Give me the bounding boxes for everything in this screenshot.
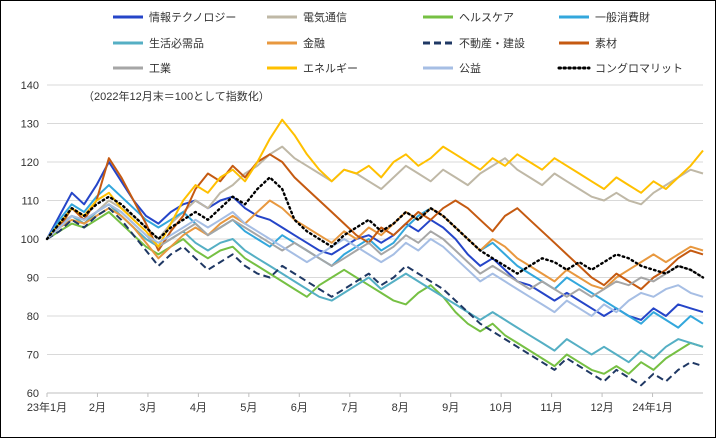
y-tick-label: 80 — [27, 311, 39, 323]
legend-label: 工業 — [149, 62, 171, 75]
x-tick-label: 3月 — [139, 402, 156, 414]
chart-subtitle: （2022年12月末＝100として指数化） — [83, 89, 270, 103]
legend-item: 素材 — [559, 36, 617, 50]
x-tick-label: 23年1月 — [27, 400, 67, 414]
series-line — [46, 199, 704, 291]
legend-item: 情報テクノロジー — [113, 11, 236, 24]
legend-label: 生活必需品 — [149, 36, 204, 50]
legend-label: 公益 — [459, 61, 481, 75]
series-line — [46, 161, 704, 321]
legend-item: ヘルスケア — [423, 11, 514, 24]
x-tick-label: 7月 — [341, 402, 358, 414]
x-tick-label: 6月 — [291, 402, 308, 414]
x-tick-label: 12月 — [590, 402, 613, 414]
y-tick-label: 90 — [27, 273, 39, 285]
legend-label: 金融 — [303, 36, 325, 50]
series-line — [46, 203, 704, 317]
y-tick-label: 100 — [21, 234, 39, 246]
legend-label: 電気通信 — [303, 10, 347, 24]
y-tick-label: 60 — [27, 388, 39, 400]
legend-item: 公益 — [423, 61, 481, 75]
legend-item: 工業 — [113, 62, 171, 75]
x-tick-label: 10月 — [490, 402, 513, 414]
x-tick-label: 9月 — [442, 402, 459, 414]
x-tick-label: 2月 — [89, 402, 106, 414]
x-tick-label: 8月 — [392, 402, 409, 414]
x-axis: 23年1月 2月 3月 4月 5月 6月 7月 8月 9月 10月 11月 12月 24年1月 — [27, 393, 673, 414]
x-tick-label: 11月 — [540, 402, 562, 414]
legend-item: 不動産・建設 — [423, 36, 525, 50]
legend-item: 電気通信 — [267, 10, 347, 24]
series-line — [45, 176, 705, 279]
y-tick-label: 110 — [21, 196, 39, 208]
legend-label: 一般消費財 — [595, 10, 650, 24]
y-axis-labels: 60 70 80 90 100 110 120 130 140 — [21, 80, 39, 400]
legend-label: コングロマリット — [595, 61, 683, 75]
legend-label: 情報テクノロジー — [149, 11, 236, 24]
legend-item: 生活必需品 — [113, 36, 204, 50]
series-line — [46, 211, 704, 375]
legend-item: エネルギー — [267, 62, 358, 75]
series-line — [46, 118, 704, 248]
series-lines — [45, 118, 705, 387]
x-tick-label: 4月 — [190, 402, 207, 414]
legend-item: 一般消費財 — [559, 10, 650, 24]
legend-label: エネルギー — [303, 62, 358, 75]
x-tick-label: 5月 — [240, 402, 257, 414]
legend-label: ヘルスケア — [459, 11, 514, 24]
legend-label: 素材 — [595, 36, 617, 50]
series-line — [46, 153, 704, 291]
x-tick-label: 24年1月 — [632, 400, 672, 414]
series-line — [46, 184, 704, 329]
legend-label: 不動産・建設 — [459, 36, 525, 50]
series-line — [46, 207, 704, 387]
y-tick-label: 130 — [21, 119, 39, 131]
legend-item: コングロマリット — [557, 61, 683, 75]
y-tick-label: 120 — [21, 157, 39, 169]
y-tick-label: 70 — [27, 350, 39, 362]
legend-item: 金融 — [267, 36, 325, 50]
y-tick-label: 140 — [21, 80, 39, 92]
